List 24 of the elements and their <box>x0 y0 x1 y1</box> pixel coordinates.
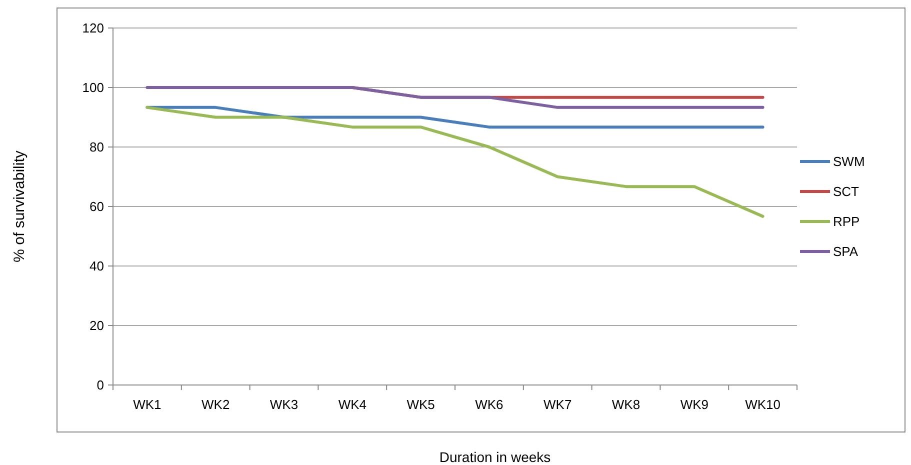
y-tick-label: 120 <box>82 20 104 36</box>
x-tick-label: WK10 <box>745 397 781 412</box>
x-tick-label: WK5 <box>406 397 435 412</box>
x-tick-label: WK6 <box>475 397 504 412</box>
y-tick-label: 0 <box>96 378 104 393</box>
x-tick-label: WK1 <box>133 397 162 412</box>
legend-label: SPA <box>833 244 858 260</box>
x-tick-label: WK9 <box>680 397 708 412</box>
y-axis-title: % of survivability <box>11 150 28 262</box>
x-tick-label: WK7 <box>544 397 572 412</box>
line-series <box>146 106 764 218</box>
legend-label: SWM <box>833 154 865 170</box>
x-axis-title: Duration in weeks <box>439 449 551 465</box>
y-tick-label: 100 <box>82 80 104 96</box>
x-tick-label: WK3 <box>270 397 298 412</box>
y-tick-label: 20 <box>90 318 104 334</box>
x-tick-label: WK8 <box>612 397 640 412</box>
x-tick-label: WK4 <box>338 397 366 412</box>
y-tick-label: 60 <box>90 199 104 214</box>
legend-label: SCT <box>833 184 860 200</box>
y-tick-label: 40 <box>90 258 104 274</box>
x-tick-label: WK2 <box>202 397 230 412</box>
y-tick-label: 80 <box>90 140 104 155</box>
legend-label: RPP <box>833 214 860 230</box>
